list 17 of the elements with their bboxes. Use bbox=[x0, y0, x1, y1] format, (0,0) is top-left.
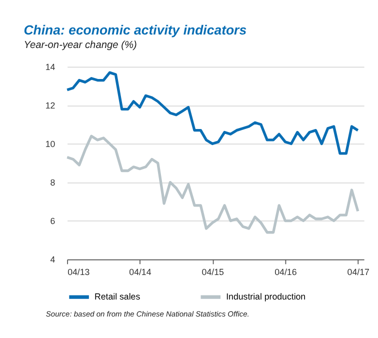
x-tick-label: 04/14 bbox=[129, 266, 152, 277]
legend-label: Retail sales bbox=[94, 292, 141, 302]
chart-subtitle: Year-on-year change (%) bbox=[24, 40, 137, 51]
y-tick-label: 10 bbox=[45, 138, 56, 149]
y-tick-label: 14 bbox=[45, 62, 56, 72]
y-tick-label: 6 bbox=[50, 216, 56, 226]
x-tick-label: 04/16 bbox=[274, 266, 297, 277]
y-tick-label: 12 bbox=[45, 100, 56, 110]
legend-label: Industrial production bbox=[226, 292, 306, 302]
chart-title: China: economic activity indicators bbox=[24, 22, 247, 38]
y-tick-label: 8 bbox=[50, 177, 56, 188]
x-tick-label: 04/13 bbox=[68, 266, 90, 277]
y-tick-label: 4 bbox=[50, 254, 56, 264]
x-tick-label: 04/17 bbox=[347, 266, 370, 277]
x-tick-label: 04/15 bbox=[202, 266, 224, 277]
line-series bbox=[66, 71, 360, 155]
line-series bbox=[66, 134, 360, 234]
